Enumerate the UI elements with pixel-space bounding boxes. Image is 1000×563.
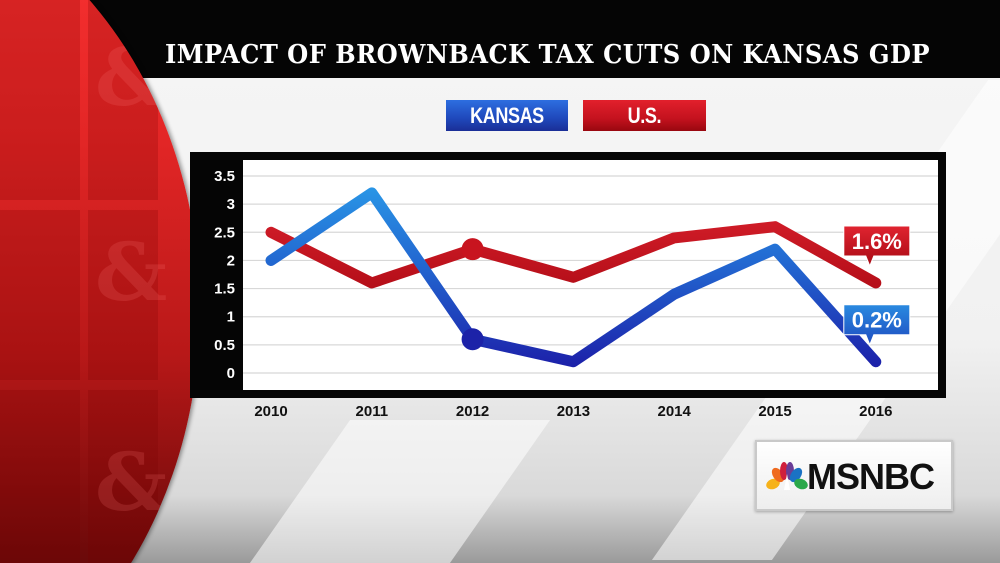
- x-tick-label: 2015: [758, 403, 791, 420]
- y-tick-label: 1: [227, 309, 235, 326]
- legend-kansas-label: KANSAS: [470, 102, 544, 128]
- legend-us: U.S.: [583, 100, 706, 131]
- callout-label: 1.6%: [852, 229, 902, 254]
- decorative-panel: [0, 390, 80, 563]
- nbc-peacock-icon: [766, 462, 808, 490]
- x-tick-label: 2013: [557, 403, 590, 420]
- y-tick-label: 3: [227, 196, 235, 213]
- x-tick-label: 2016: [859, 403, 892, 420]
- y-tick-label: 1.5: [214, 281, 235, 298]
- decorative-panel: [0, 0, 80, 200]
- decorative-ampersand: &: [95, 225, 168, 319]
- x-tick-label: 2011: [356, 403, 389, 420]
- decorative-panel: [0, 210, 80, 380]
- decorative-panel: [88, 210, 158, 380]
- y-tick-label: 0.5: [214, 337, 235, 354]
- chart-title: IMPACT OF BROWNBACK TAX CUTS ON KANSAS G…: [165, 40, 931, 70]
- kansas-series-line: [265, 187, 882, 368]
- y-tick-label: 2.5: [214, 224, 235, 241]
- legend-kansas: KANSAS: [446, 100, 568, 131]
- us-series-line: [265, 221, 882, 289]
- decorative-ampersand: &: [95, 435, 168, 529]
- us-highlight-marker: [461, 238, 484, 261]
- us-value-callout: 1.6%: [843, 225, 911, 268]
- y-tick-label: 2: [227, 252, 235, 269]
- msnbc-logo: MSNBC: [755, 440, 953, 511]
- callout-bubble: [843, 225, 911, 268]
- kansas-value-callout: 0.2%: [843, 304, 911, 347]
- decorative-red-circle: & & &: [0, 0, 200, 563]
- kansas-highlight-marker: [461, 328, 484, 351]
- title-band: [0, 0, 1000, 78]
- decorative-panel: [88, 0, 158, 200]
- msnbc-logo-text: MSNBC: [807, 456, 935, 497]
- x-tick-label: 2012: [456, 403, 489, 420]
- decorative-panel: [88, 390, 158, 563]
- y-tick-label: 0: [227, 365, 235, 382]
- x-tick-label: 2014: [658, 403, 692, 420]
- callout-bubble: [843, 304, 911, 347]
- decorative-ampersand: &: [95, 30, 168, 124]
- x-tick-label: 2010: [254, 403, 287, 420]
- y-tick-label: 3.5: [214, 168, 235, 185]
- legend-us-label: U.S.: [627, 102, 662, 128]
- callout-label: 0.2%: [852, 308, 902, 333]
